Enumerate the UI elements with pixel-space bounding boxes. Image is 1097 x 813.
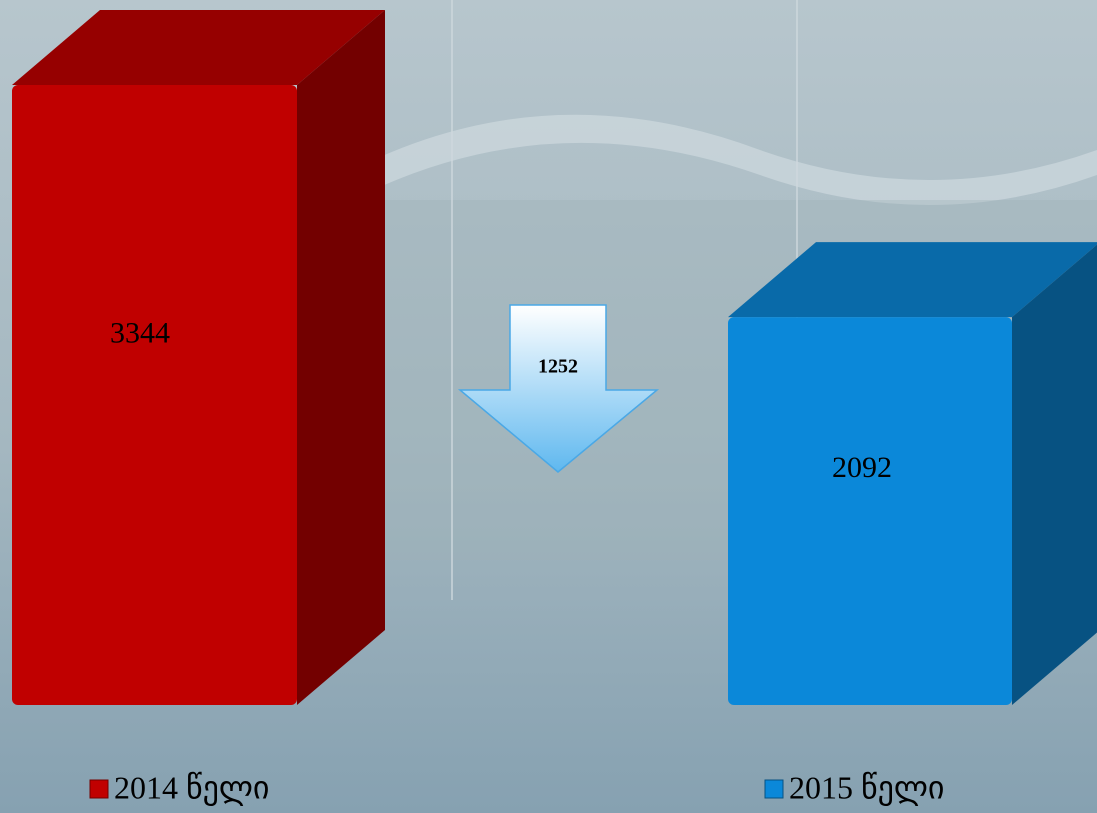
- value-label: 3344: [110, 316, 170, 349]
- bar: [728, 317, 1012, 705]
- legend-swatch: [89, 779, 109, 799]
- difference-label: 1252: [538, 356, 578, 378]
- background-shape: [300, 114, 1097, 230]
- bar-top: [728, 242, 1097, 318]
- legend-label: 2014 წელი: [114, 769, 269, 806]
- legend-label: 2015 წელი: [789, 769, 944, 806]
- difference-arrow: 1252: [457, 304, 660, 473]
- bar-top: [12, 10, 385, 85]
- arrow: [457, 304, 660, 473]
- legend-swatch: [764, 779, 784, 799]
- legend: 2014 წელი 2015 წელი: [89, 769, 944, 806]
- bars: 3344 2092: [12, 10, 1097, 705]
- bar-side: [1012, 244, 1097, 705]
- bar-side: [297, 10, 385, 705]
- value-label: 2092: [832, 451, 892, 484]
- bar: [12, 85, 297, 705]
